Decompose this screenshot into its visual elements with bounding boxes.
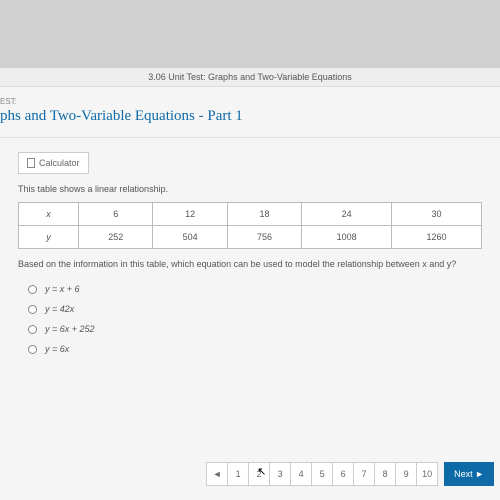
pagination: ◄ 1 2 ↖ 3 4 5 6 7 8 9 10 Next ► [207,462,494,486]
answer-option[interactable]: y = 6x + 252 [28,319,472,339]
table-cell: 24 [302,203,392,226]
browser-chrome [0,0,500,68]
radio-icon [28,345,37,354]
next-button[interactable]: Next ► [444,462,494,486]
radio-icon [28,325,37,334]
table-cell: 1260 [392,226,482,249]
content-area: EST: phs and Two-Variable Equations - Pa… [0,87,500,359]
pager-page-label: 2 [257,469,262,479]
test-label: EST: [0,87,500,108]
question-intro: This table shows a linear relationship. [0,184,500,202]
table-cell: 12 [153,203,227,226]
calculator-icon [27,158,35,168]
table-cell: 504 [153,226,227,249]
data-table: x 6 12 18 24 30 y 252 504 756 1008 1260 [18,202,482,249]
radio-icon [28,305,37,314]
answer-options: y = x + 6 y = 42x y = 6x + 252 y = 6x [0,279,500,359]
pager-page-7[interactable]: 7 [353,462,375,486]
table-cell: 18 [227,203,301,226]
table-row: x 6 12 18 24 30 [19,203,482,226]
table-cell: 252 [79,226,153,249]
pager-page-8[interactable]: 8 [374,462,396,486]
pager-prev[interactable]: ◄ [206,462,228,486]
pager-page-4[interactable]: 4 [290,462,312,486]
calculator-label: Calculator [39,158,80,168]
unit-title: phs and Two-Variable Equations - Part 1 [0,108,500,138]
option-label: y = 42x [45,304,74,314]
pager-page-6[interactable]: 6 [332,462,354,486]
pager-page-9[interactable]: 9 [395,462,417,486]
breadcrumb: 3.06 Unit Test: Graphs and Two-Variable … [0,68,500,87]
option-label: y = x + 6 [45,284,80,294]
row-header-x: x [19,203,79,226]
question-prompt: Based on the information in this table, … [0,259,500,279]
pager-page-2[interactable]: 2 ↖ [248,462,270,486]
table-cell: 1008 [302,226,392,249]
table-cell: 6 [79,203,153,226]
option-label: y = 6x + 252 [45,324,95,334]
pager-page-3[interactable]: 3 [269,462,291,486]
answer-option[interactable]: y = x + 6 [28,279,472,299]
row-header-y: y [19,226,79,249]
radio-icon [28,285,37,294]
answer-option[interactable]: y = 42x [28,299,472,319]
table-cell: 756 [227,226,301,249]
page: 3.06 Unit Test: Graphs and Two-Variable … [0,68,500,500]
pager-page-10[interactable]: 10 [416,462,438,486]
option-label: y = 6x [45,344,69,354]
table-cell: 30 [392,203,482,226]
pager-page-5[interactable]: 5 [311,462,333,486]
table-row: y 252 504 756 1008 1260 [19,226,482,249]
pager-page-1[interactable]: 1 [227,462,249,486]
answer-option[interactable]: y = 6x [28,339,472,359]
calculator-button[interactable]: Calculator [18,152,89,174]
